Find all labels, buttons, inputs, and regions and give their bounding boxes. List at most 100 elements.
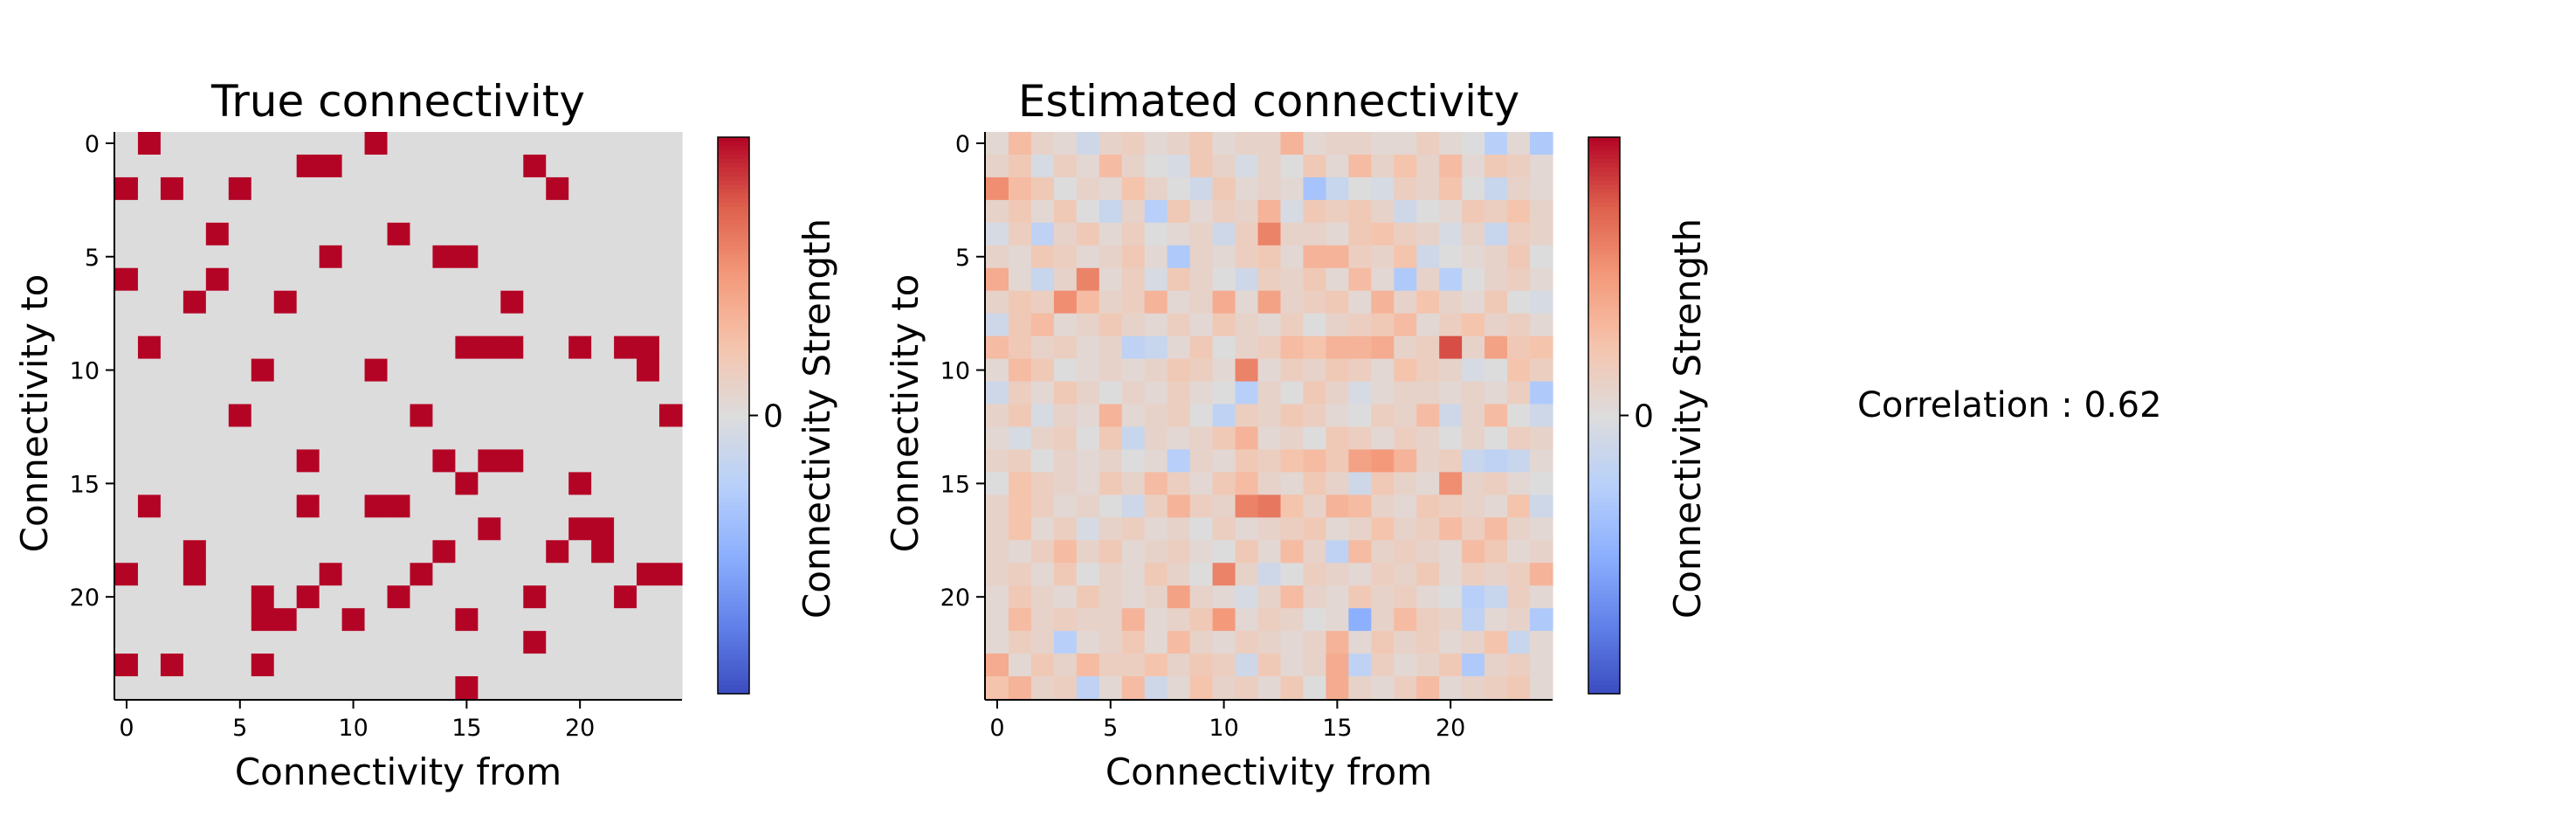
heatmap-cell	[986, 245, 1009, 269]
heatmap-cell	[591, 585, 615, 609]
colorbar-segment	[1588, 450, 1620, 455]
heatmap-cell	[341, 313, 366, 337]
heatmap-cell	[1280, 472, 1305, 495]
heatmap-cell	[1326, 608, 1349, 632]
heatmap-cell	[205, 676, 230, 700]
colorbar-segment	[718, 624, 749, 629]
heatmap-cell	[659, 335, 683, 360]
colorbar-segment	[718, 545, 749, 551]
heatmap-cell	[1008, 154, 1032, 178]
heatmap-cell	[296, 404, 320, 428]
colorbar-segment	[1588, 541, 1620, 547]
heatmap-cell	[568, 245, 592, 269]
heatmap-cell	[205, 585, 230, 609]
heatmap-cell	[1008, 176, 1032, 201]
heatmap-cell	[228, 404, 252, 428]
heatmap-cell	[364, 472, 389, 495]
heatmap-cell	[1008, 358, 1032, 383]
colorbar-segment	[1588, 154, 1620, 160]
heatmap-cell	[115, 563, 139, 586]
heatmap-cell	[455, 132, 479, 156]
heatmap-cell	[523, 404, 547, 428]
colorbar-segment	[718, 323, 749, 329]
heatmap-cell	[115, 585, 139, 609]
heatmap-cell	[296, 495, 320, 518]
heatmap-cell	[1053, 676, 1078, 700]
heatmap-cell	[478, 245, 501, 269]
heatmap-cell	[591, 654, 615, 677]
heatmap-cell	[1371, 449, 1395, 473]
heatmap-cell	[568, 404, 592, 428]
heatmap-cell	[1144, 585, 1168, 609]
colorbar-segment	[1588, 167, 1620, 173]
heatmap-cell	[568, 132, 592, 156]
heatmap-cell	[1144, 563, 1168, 586]
heatmap-cell	[319, 199, 343, 224]
heatmap-cell	[1099, 335, 1123, 360]
heatmap-cell	[1099, 563, 1123, 586]
heatmap-cell	[637, 495, 660, 518]
heatmap-cell	[1053, 358, 1078, 383]
heatmap-cell	[1348, 676, 1372, 700]
heatmap-cell	[1303, 676, 1326, 700]
colorbar-segment	[1588, 663, 1620, 668]
heatmap-cell	[614, 381, 637, 405]
heatmap-cell	[1053, 290, 1078, 315]
heatmap-cell	[1507, 381, 1531, 405]
heatmap-cell	[1507, 495, 1531, 518]
heatmap-cell	[364, 222, 389, 246]
heatmap-cell	[432, 676, 456, 700]
heatmap-cell	[251, 154, 275, 178]
heatmap-cell	[546, 517, 569, 541]
heatmap-cell	[341, 290, 366, 315]
heatmap-cell	[614, 517, 637, 541]
heatmap-cell	[410, 404, 434, 428]
heatmap-cell	[1030, 245, 1055, 269]
heatmap-cell	[500, 176, 524, 201]
heatmap-cell	[455, 563, 479, 586]
colorbar-segment	[718, 228, 749, 234]
colorbar-segment	[718, 189, 749, 195]
heatmap-cell	[1189, 335, 1214, 360]
heatmap-cell	[1167, 199, 1191, 224]
heatmap-cell	[137, 676, 162, 700]
heatmap-cell	[1053, 608, 1078, 632]
colorbar-segment	[718, 502, 749, 508]
heatmap-cell	[410, 290, 434, 315]
heatmap-cell	[1530, 631, 1553, 654]
heatmap-cell	[1053, 517, 1078, 541]
heatmap-cell	[1416, 335, 1440, 360]
heatmap-cell	[1439, 267, 1463, 292]
heatmap-cell	[455, 676, 479, 700]
heatmap-cell	[1099, 245, 1123, 269]
heatmap-cell	[251, 563, 275, 586]
colorbar-segment	[718, 415, 749, 421]
heatmap-cell	[1530, 563, 1553, 586]
heatmap-cell	[228, 358, 252, 383]
heatmap-cell	[1484, 176, 1508, 201]
colorbar-segment	[718, 441, 749, 446]
heatmap-cell	[273, 404, 298, 428]
heatmap-cell	[1394, 404, 1417, 428]
heatmap-cell	[1257, 585, 1282, 609]
heatmap-cell	[205, 176, 230, 201]
heatmap-cell	[546, 245, 569, 269]
heatmap-cell	[137, 608, 162, 632]
heatmap-cell	[228, 540, 252, 564]
colorbar-segment	[1588, 345, 1620, 351]
heatmap-cell	[455, 404, 479, 428]
heatmap-cell	[1326, 222, 1349, 246]
heatmap-cell	[251, 222, 275, 246]
heatmap-cell	[568, 290, 592, 315]
heatmap-cell	[341, 631, 366, 654]
heatmap-cell	[1076, 540, 1100, 564]
heatmap-cell	[1439, 426, 1463, 451]
heatmap-cell	[1212, 654, 1236, 677]
heatmap-cell	[1144, 449, 1168, 473]
heatmap-cell	[160, 585, 184, 609]
colorbar-segment	[718, 424, 749, 430]
heatmap-cell	[1053, 267, 1078, 292]
heatmap-cell	[500, 381, 524, 405]
heatmap-cell	[410, 472, 434, 495]
heatmap-cell	[205, 426, 230, 451]
